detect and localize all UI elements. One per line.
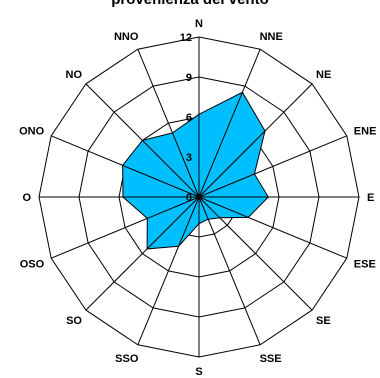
value-spoke-no	[142, 140, 200, 198]
direction-label-ono: ONO	[19, 125, 45, 137]
value-spoke-nno	[172, 132, 200, 198]
tick-label-3: 3	[186, 152, 192, 164]
direction-label-o: O	[22, 192, 31, 204]
value-spoke-ese	[198, 196, 249, 218]
value-spoke-ne	[198, 130, 266, 198]
tick-label-6: 6	[186, 112, 192, 124]
wind-area	[122, 91, 269, 250]
value-spoke-ene	[198, 173, 255, 198]
tick-label-0: 0	[186, 192, 192, 204]
direction-label-sso: SSO	[115, 353, 139, 365]
value-spoke-nne	[198, 92, 243, 198]
chart-title: provenienza del vento	[0, 0, 380, 9]
value-spoke-ono	[122, 164, 200, 198]
direction-label-ne: NE	[316, 69, 331, 81]
tick-label-9: 9	[186, 72, 192, 84]
direction-label-sse: SSE	[260, 353, 282, 365]
direction-label-n: N	[195, 18, 203, 30]
direction-label-nne: NNE	[260, 31, 283, 43]
spoke-sse	[198, 196, 261, 345]
direction-label-nno: NNO	[114, 31, 139, 43]
value-spoke-sso	[178, 196, 200, 247]
direction-label-no: NO	[66, 69, 83, 81]
value-spoke-sse	[198, 196, 209, 220]
direction-label-ese: ESE	[354, 259, 376, 271]
direction-label-s: S	[195, 366, 202, 378]
tick-label-12: 12	[180, 32, 192, 44]
direction-label-so: SO	[66, 315, 82, 327]
direction-label-e: E	[367, 192, 374, 204]
value-spoke-so	[146, 196, 200, 250]
value-spoke-oso	[147, 196, 200, 219]
direction-label-ene: ENE	[354, 125, 377, 137]
direction-label-se: SE	[316, 315, 331, 327]
direction-label-oso: OSO	[20, 259, 45, 271]
value-spoke-se	[198, 196, 221, 219]
